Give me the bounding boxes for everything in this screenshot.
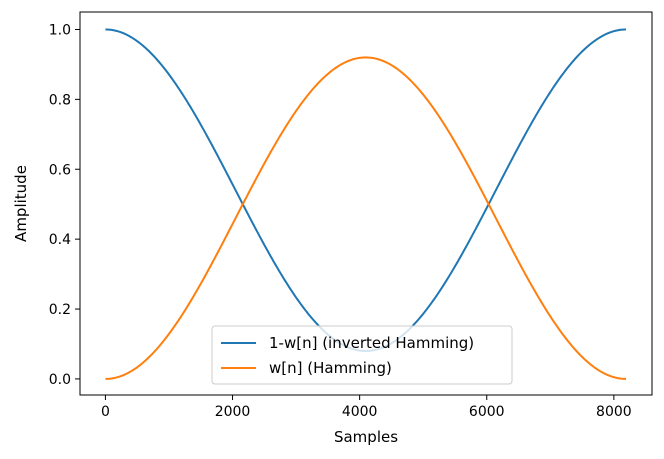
x-tick-label: 0: [101, 404, 110, 420]
x-axis-label: Samples: [334, 428, 398, 446]
y-tick-label: 0.2: [49, 302, 71, 318]
legend-box: [211, 325, 513, 385]
legend: 1-w[n] (inverted Hamming) w[n] (Hamming): [211, 325, 513, 385]
legend-label-1: 1-w[n] (inverted Hamming): [269, 334, 474, 352]
series-line-2: [105, 56, 627, 380]
legend-label-2: w[n] (Hamming): [269, 359, 392, 377]
x-tick-label: 2000: [215, 404, 251, 420]
y-axis-ticks: 0.0 0.2 0.4 0.6 0.8 1.0: [49, 22, 80, 388]
y-tick-label: 0.6: [49, 162, 71, 178]
y-tick-label: 1.0: [49, 22, 71, 38]
x-tick-label: 8000: [596, 404, 632, 420]
y-tick-label: 0.8: [49, 92, 71, 108]
y-tick-label: 0.4: [49, 232, 71, 248]
y-axis-label: Amplitude: [12, 165, 30, 242]
y-tick-label: 0.0: [49, 372, 71, 388]
x-tick-label: 4000: [342, 404, 378, 420]
x-axis-ticks: 0 2000 4000 6000 8000: [101, 395, 632, 420]
x-tick-label: 6000: [469, 404, 505, 420]
axes-frame: [79, 11, 653, 396]
